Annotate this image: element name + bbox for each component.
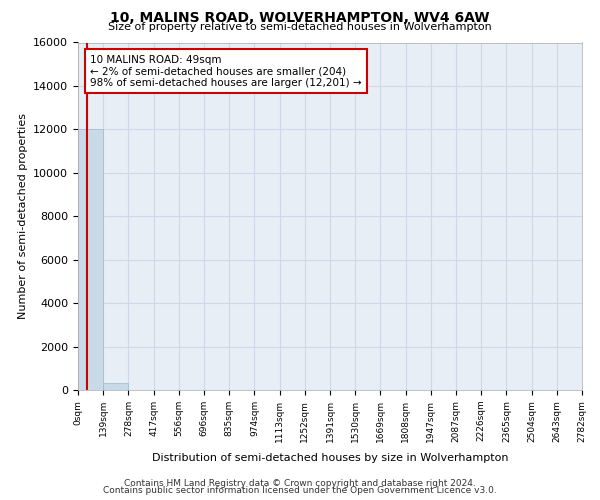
- Text: Contains HM Land Registry data © Crown copyright and database right 2024.: Contains HM Land Registry data © Crown c…: [124, 478, 476, 488]
- X-axis label: Distribution of semi-detached houses by size in Wolverhampton: Distribution of semi-detached houses by …: [152, 453, 508, 463]
- Text: Size of property relative to semi-detached houses in Wolverhampton: Size of property relative to semi-detach…: [108, 22, 492, 32]
- Text: 10 MALINS ROAD: 49sqm
← 2% of semi-detached houses are smaller (204)
98% of semi: 10 MALINS ROAD: 49sqm ← 2% of semi-detac…: [90, 54, 362, 88]
- Text: 10, MALINS ROAD, WOLVERHAMPTON, WV4 6AW: 10, MALINS ROAD, WOLVERHAMPTON, WV4 6AW: [110, 12, 490, 26]
- Y-axis label: Number of semi-detached properties: Number of semi-detached properties: [17, 114, 28, 320]
- Text: Contains public sector information licensed under the Open Government Licence v3: Contains public sector information licen…: [103, 486, 497, 495]
- Bar: [103, 384, 128, 390]
- Bar: [78, 130, 103, 390]
